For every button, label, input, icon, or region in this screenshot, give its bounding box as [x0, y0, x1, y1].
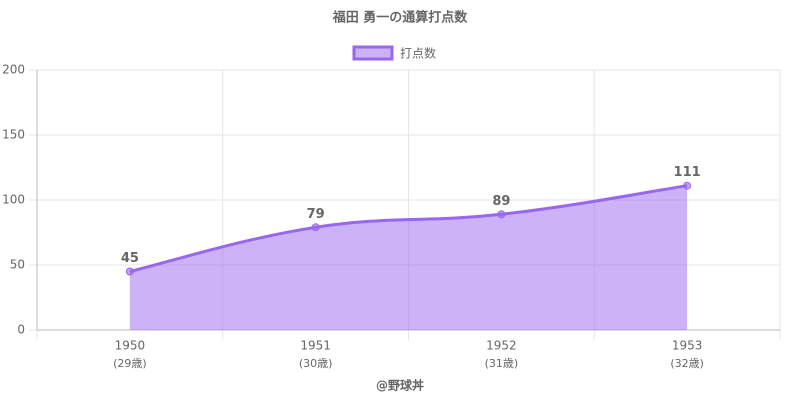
point — [497, 210, 506, 219]
data-label: 89 — [492, 194, 510, 209]
area — [129, 185, 688, 330]
point — [311, 223, 320, 232]
x-tick-sublabel: (30歳) — [299, 357, 333, 370]
legend-label: 打点数 — [400, 46, 436, 61]
y-tick-label: 200 — [2, 63, 25, 77]
y-tick-label: 0 — [17, 323, 25, 337]
point — [125, 267, 134, 276]
x-tick-label: 1952 — [486, 339, 517, 353]
point — [683, 181, 692, 190]
data-label: 111 — [674, 165, 701, 180]
chart-title: 福田 勇一の通算打点数 — [332, 10, 469, 26]
legend-swatch — [352, 45, 394, 61]
data-label: 79 — [307, 207, 325, 222]
line — [129, 184, 688, 273]
data-label: 45 — [121, 251, 139, 266]
x-tick-label: 1950 — [115, 339, 146, 353]
x-tick-sublabel: (29歳) — [113, 357, 147, 370]
x-axis-title: @野球丼 — [376, 378, 424, 393]
x-tick-label: 1951 — [300, 339, 331, 353]
y-tick-label: 100 — [2, 193, 25, 207]
x-tick-sublabel: (31歳) — [485, 357, 519, 370]
y-tick-label: 150 — [2, 128, 25, 142]
x-tick-label: 1953 — [672, 339, 703, 353]
y-tick-label: 50 — [10, 258, 25, 272]
x-tick-sublabel: (32歳) — [670, 357, 704, 370]
